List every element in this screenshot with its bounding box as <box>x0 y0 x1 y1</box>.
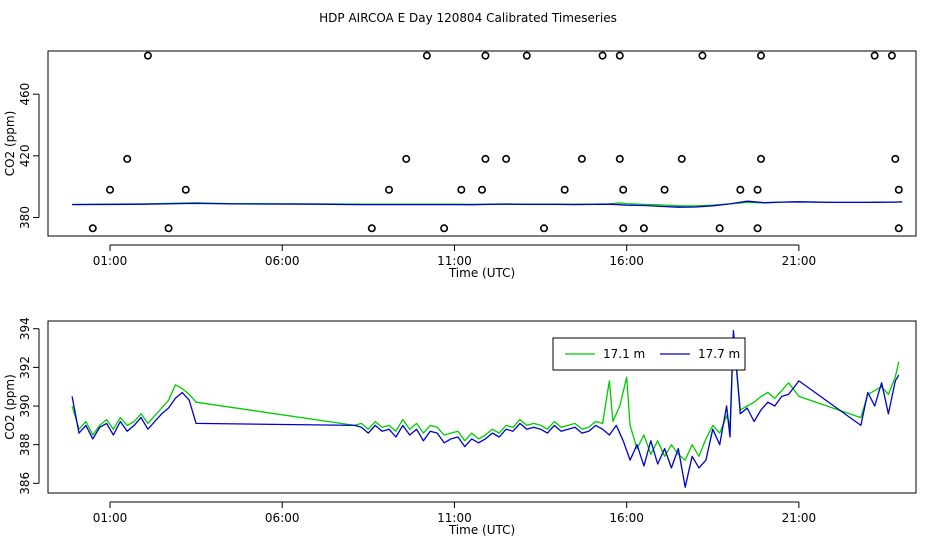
x-tick-label: 16:00 <box>609 511 644 525</box>
y-tick-label: 394 <box>18 317 32 340</box>
data-point <box>106 185 115 194</box>
data-point <box>422 51 431 60</box>
data-point <box>619 224 628 233</box>
data-point <box>639 224 648 233</box>
x-axis-label: Time (UTC) <box>448 523 515 537</box>
x-tick-label: 11:00 <box>437 254 472 268</box>
y-tick-label: 388 <box>18 433 32 456</box>
x-tick-label: 21:00 <box>782 511 817 525</box>
y-axis-label: CO2 (ppm) <box>3 374 17 440</box>
y-tick-label: 460 <box>18 83 32 106</box>
data-point <box>677 154 686 163</box>
plot-frame <box>47 50 917 237</box>
data-point <box>181 185 190 194</box>
data-point <box>619 185 628 194</box>
x-tick-label: 06:00 <box>265 511 300 525</box>
data-point <box>123 154 132 163</box>
y-tick-label: 386 <box>18 472 32 495</box>
y-tick-label: 392 <box>18 356 32 379</box>
data-point <box>539 224 548 233</box>
data-point <box>457 185 466 194</box>
data-point <box>660 185 669 194</box>
page-title: HDP AIRCOA E Day 120804 Calibrated Times… <box>319 11 617 25</box>
data-point <box>367 224 376 233</box>
y-tick-label: 380 <box>18 206 32 229</box>
data-point <box>143 51 152 60</box>
data-point <box>753 185 762 194</box>
plot-frame <box>47 320 917 494</box>
data-point <box>481 51 490 60</box>
data-point <box>88 224 97 233</box>
data-point <box>615 154 624 163</box>
data-point <box>502 154 511 163</box>
data-point <box>577 154 586 163</box>
x-tick-label: 16:00 <box>609 254 644 268</box>
chart-panel-1: 01:00 06:00 11:00 16:00 21:00 Time (UTC) 380 42… <box>3 50 917 280</box>
data-point <box>887 51 896 60</box>
data-point <box>522 51 531 60</box>
data-point <box>477 185 486 194</box>
data-point <box>736 185 745 194</box>
data-point <box>753 224 762 233</box>
data-point <box>870 51 879 60</box>
y-tick-label: 390 <box>18 395 32 418</box>
series-line-2 <box>72 200 903 208</box>
data-point <box>756 51 765 60</box>
x-tick-label: 01:00 <box>93 511 128 525</box>
data-point <box>894 224 903 233</box>
data-point <box>164 224 173 233</box>
legend-label: 17.7 m <box>698 347 740 361</box>
data-point <box>440 224 449 233</box>
x-tick-label: 11:00 <box>437 511 472 525</box>
x-tick-label: 06:00 <box>265 254 300 268</box>
data-point <box>891 154 900 163</box>
data-point <box>756 154 765 163</box>
legend: 17.1 m 17.7 m <box>552 337 746 371</box>
y-axis-label: CO2 (ppm) <box>3 111 17 177</box>
chart-panel-2: 01:00 06:00 11:00 16:00 21:00 Time (UTC) 386 38… <box>3 317 917 537</box>
data-point <box>715 224 724 233</box>
data-point <box>698 51 707 60</box>
series-line-1 <box>71 335 900 461</box>
y-tick-label: 420 <box>18 144 32 167</box>
legend-label: 17.1 m <box>603 347 645 361</box>
series-line-2 <box>71 330 900 488</box>
data-point <box>402 154 411 163</box>
data-point <box>894 185 903 194</box>
data-point <box>384 185 393 194</box>
x-tick-label: 21:00 <box>782 254 817 268</box>
data-point <box>615 51 624 60</box>
x-axis-label: Time (UTC) <box>448 266 515 280</box>
data-point <box>560 185 569 194</box>
x-tick-label: 01:00 <box>93 254 128 268</box>
data-point <box>598 51 607 60</box>
data-point <box>481 154 490 163</box>
